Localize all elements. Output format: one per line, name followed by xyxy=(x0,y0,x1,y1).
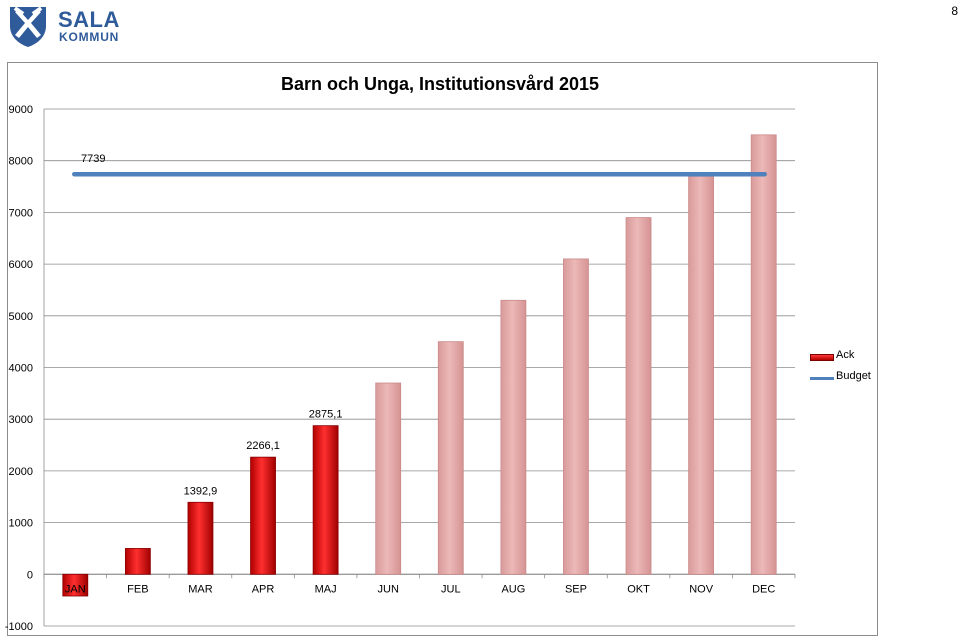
x-tick-label-jun: JUN xyxy=(378,583,399,595)
logo-subtitle: KOMMUN xyxy=(59,30,120,44)
bar-ack-apr xyxy=(250,456,276,575)
legend-swatch-budget xyxy=(810,377,834,380)
y-tick-label: 9000 xyxy=(9,104,33,116)
x-tick-label-maj: MAJ xyxy=(315,583,337,595)
x-tick-label-mar: MAR xyxy=(188,583,213,595)
y-tick-label: 7000 xyxy=(9,207,33,219)
shield-icon xyxy=(10,6,46,47)
x-tick-label-aug: AUG xyxy=(501,583,525,595)
y-tick-label: 8000 xyxy=(9,156,33,168)
data-label-mar: 1392,9 xyxy=(184,485,218,497)
bar-ack-maj xyxy=(312,425,339,575)
y-tick-label: 0 xyxy=(27,569,33,581)
x-tick-label-nov: NOV xyxy=(689,583,714,595)
x-tick-label-okt: OKT xyxy=(627,583,650,595)
bar-ack-feb xyxy=(124,548,151,575)
y-tick-label: -1000 xyxy=(5,621,33,633)
chart-title: Barn och Unga, Institutionsvård 2015 xyxy=(280,74,600,94)
legend-label-budget: Budget xyxy=(836,370,871,382)
y-tick-label: 5000 xyxy=(9,311,33,323)
y-tick-label: 6000 xyxy=(9,259,33,271)
bar-ack-nov xyxy=(688,175,715,575)
bar-ack-dec xyxy=(750,134,777,575)
x-tick-label-apr: APR xyxy=(252,583,275,595)
x-tick-label-dec: DEC xyxy=(752,583,775,595)
x-tick-label-sep: SEP xyxy=(565,583,587,595)
bar-ack-mar xyxy=(187,501,214,575)
x-tick-label-jan: JAN xyxy=(65,583,86,595)
logo-title: SALA xyxy=(58,7,120,32)
sala-kommun-logo: SALA KOMMUN xyxy=(6,4,124,48)
y-tick-label: 2000 xyxy=(9,466,33,478)
bar-ack-jan xyxy=(62,573,89,597)
bar-ack-jun xyxy=(375,382,402,575)
legend-label-ack: Ack xyxy=(836,349,855,361)
budget-data-label: 7739 xyxy=(81,153,105,165)
x-tick-label-jul: JUL xyxy=(441,583,461,595)
y-tick-label: 4000 xyxy=(9,363,33,375)
legend-swatch-ack xyxy=(810,354,834,361)
y-tick-label: 1000 xyxy=(9,518,33,530)
bar-ack-sep xyxy=(563,258,589,575)
x-tick-label-feb: FEB xyxy=(127,583,148,595)
bar-ack-aug xyxy=(500,299,527,575)
y-tick-label: 3000 xyxy=(9,414,33,426)
data-label-maj: 2875,1 xyxy=(309,409,343,421)
bar-ack-jul xyxy=(437,341,464,575)
data-label-apr: 2266,1 xyxy=(246,440,280,452)
page-number: 8 xyxy=(951,4,958,18)
bar-ack-okt xyxy=(625,217,652,575)
